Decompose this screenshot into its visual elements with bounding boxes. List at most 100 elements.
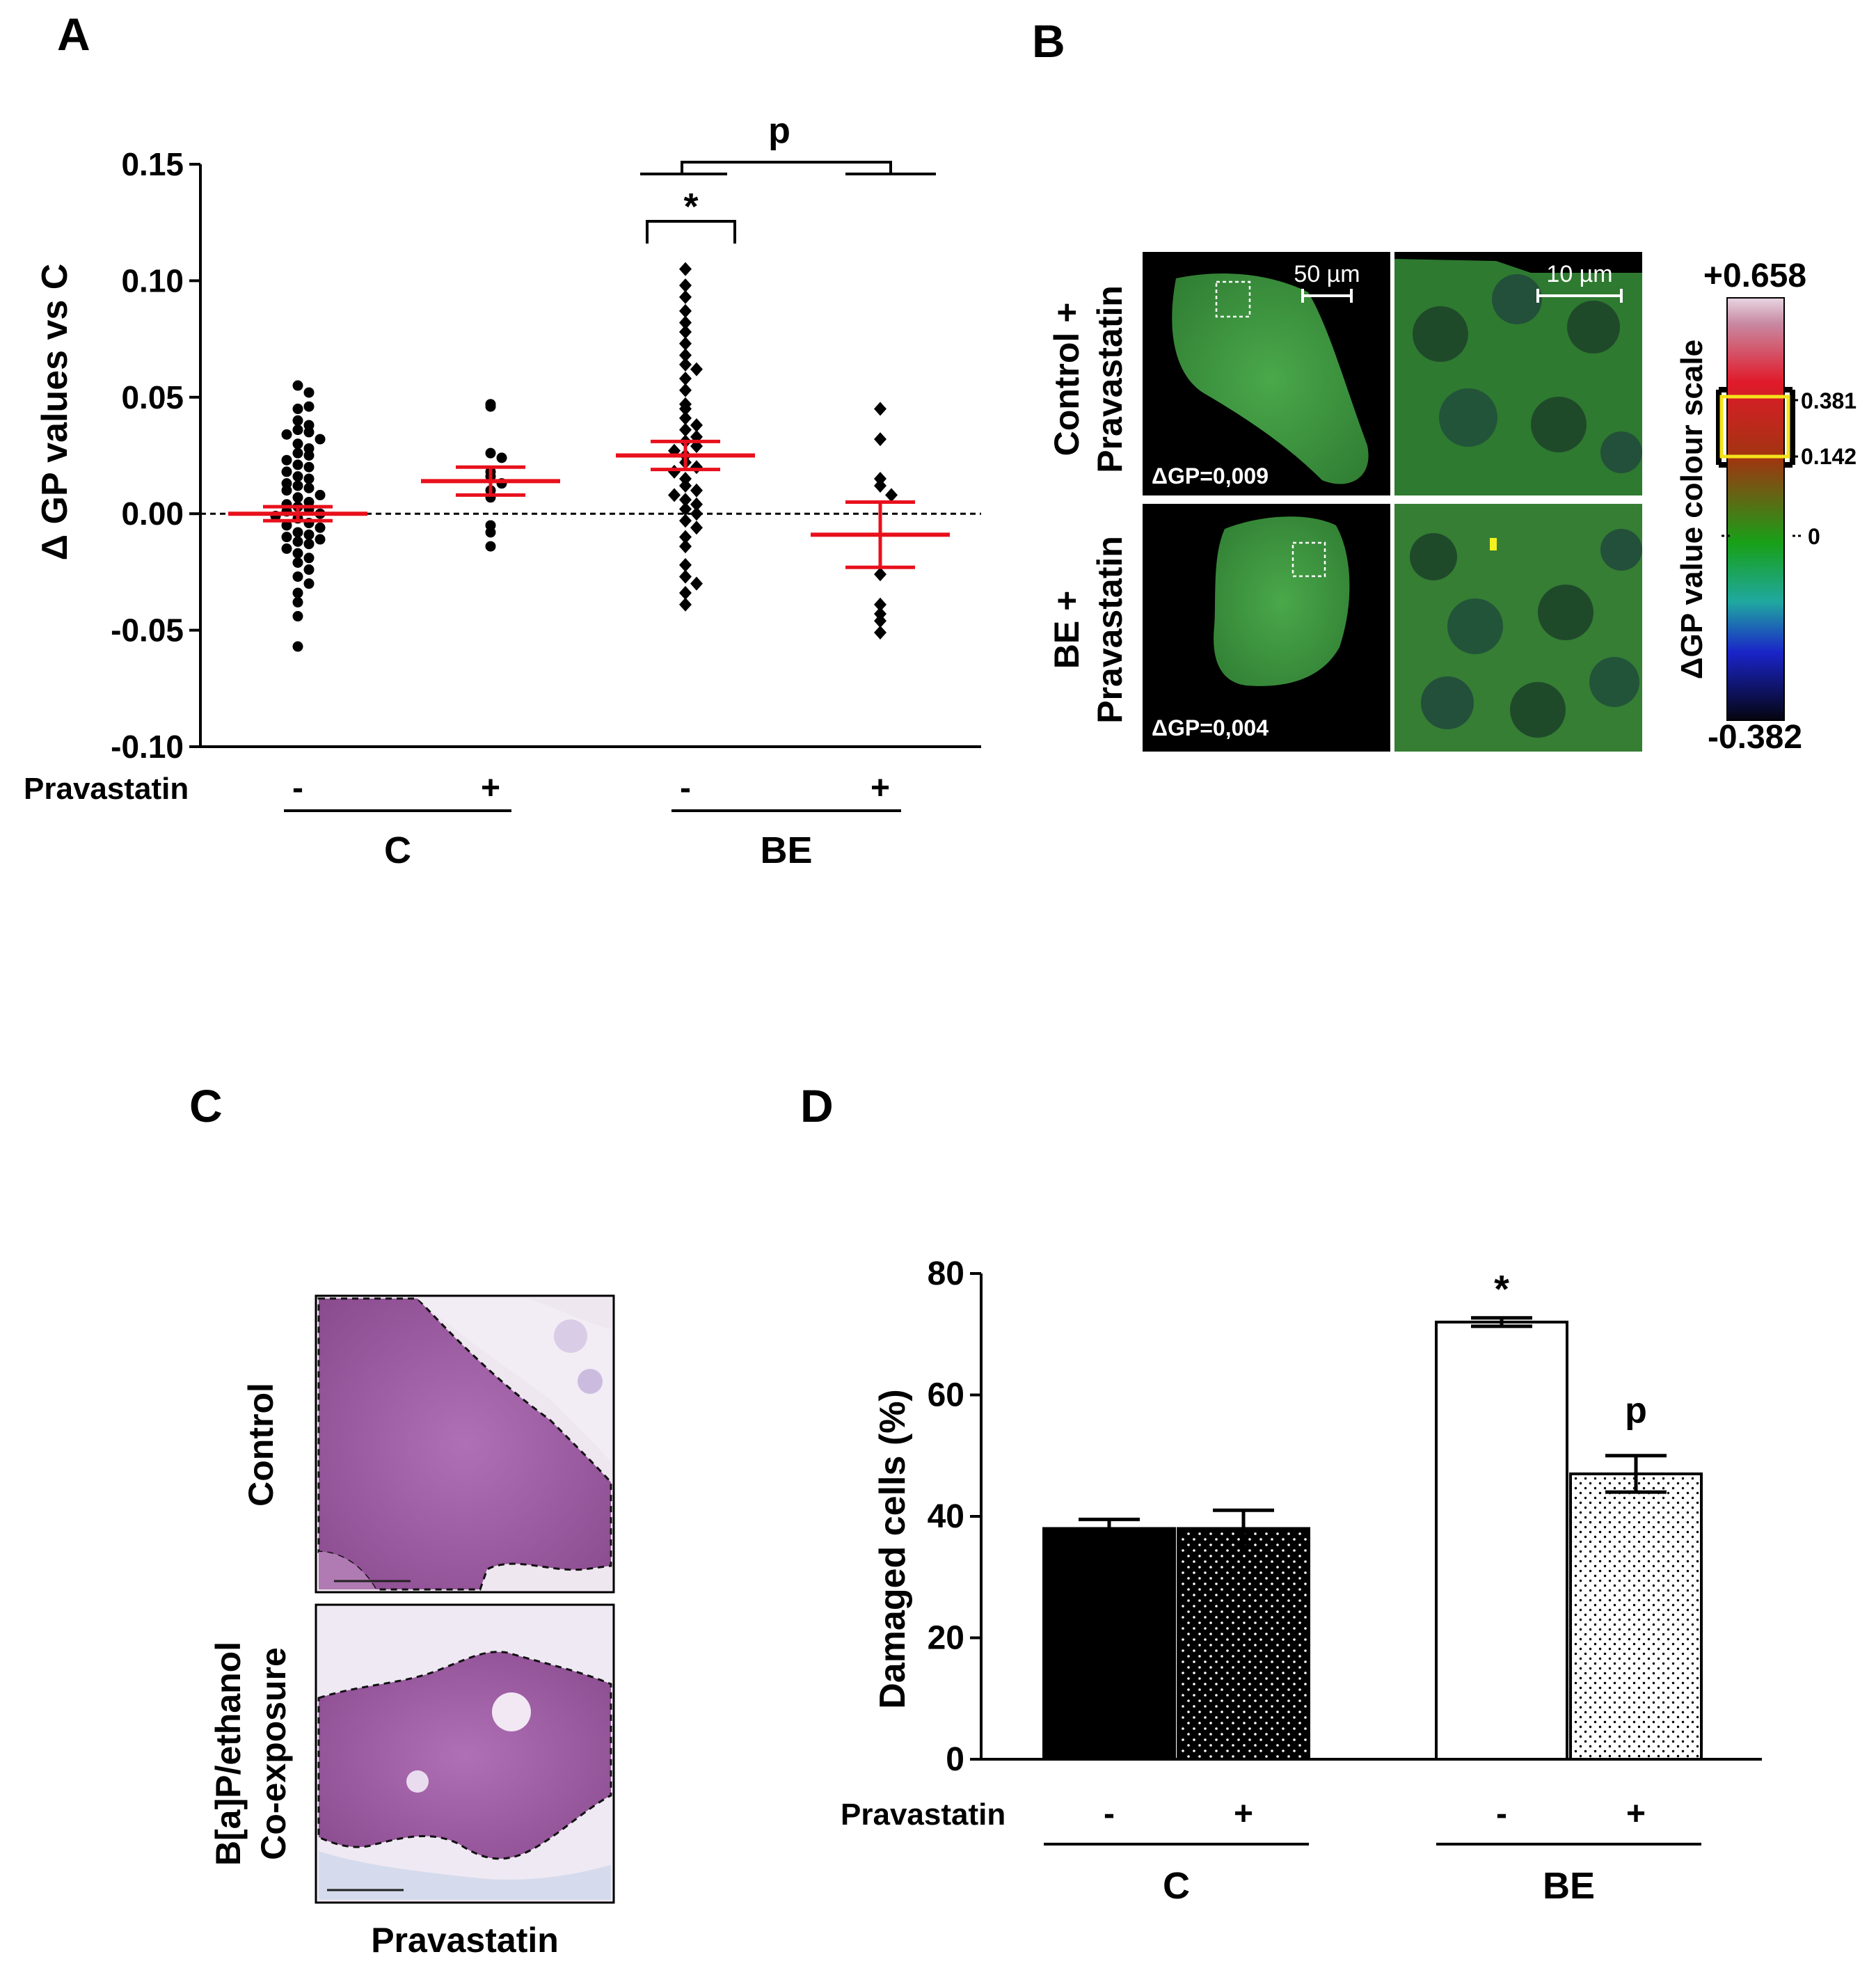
y-tick-label: 0.00 <box>121 495 184 532</box>
data-point <box>679 493 692 507</box>
panel-d-pravastatin-row-label: Pravastatin <box>841 1798 1005 1832</box>
y-tick-label: 0.15 <box>121 146 184 182</box>
data-point <box>485 401 496 412</box>
data-point <box>303 450 315 461</box>
panel-c-bottom-label: Pravastatin <box>371 1921 559 1960</box>
data-point <box>281 485 292 496</box>
data-point <box>679 372 692 386</box>
data-point <box>679 383 692 397</box>
bar <box>1435 1320 1568 1761</box>
y-tick-label: -0.05 <box>111 612 184 649</box>
data-point <box>679 479 692 493</box>
data-point <box>281 466 292 477</box>
scale-bar-50um: 50 µm <box>1294 261 1360 287</box>
data-point <box>292 596 303 608</box>
panel-a-p-bracket <box>640 161 936 175</box>
category-label: + <box>481 770 500 807</box>
data-point <box>281 532 292 543</box>
svg-text:Control +: Control + <box>1047 303 1086 457</box>
panel-b-row-label-be: BE + Pravastatin <box>1047 536 1129 724</box>
data-point <box>679 278 692 293</box>
data-point <box>690 576 703 591</box>
data-point <box>292 480 303 491</box>
data-point <box>303 578 315 589</box>
data-point <box>281 543 292 554</box>
data-point <box>292 380 303 391</box>
data-point <box>303 553 315 564</box>
data-point <box>292 424 303 436</box>
histology-control <box>315 1294 615 1594</box>
panel-a-data-points <box>270 262 898 652</box>
data-point <box>679 315 692 330</box>
data-point <box>292 557 303 569</box>
data-point <box>679 336 692 351</box>
data-point <box>874 607 887 621</box>
gp-colour-scale: +0.658 -0.382 0.381 0.142 0 ΔGP value co… <box>1675 257 1857 756</box>
data-point <box>679 569 692 584</box>
data-point <box>281 429 292 440</box>
data-point <box>874 625 887 640</box>
gp-scale-tick-0381: 0.381 <box>1801 388 1857 413</box>
y-tick-label: 0.05 <box>121 379 184 415</box>
y-tick-label: 80 <box>928 1255 964 1292</box>
category-label: - <box>1496 1795 1507 1832</box>
data-point <box>690 521 703 535</box>
group-label: BE <box>760 830 812 871</box>
data-point <box>292 611 303 622</box>
data-point <box>315 522 326 533</box>
data-point <box>690 483 703 498</box>
data-point <box>679 502 692 516</box>
data-point <box>679 411 692 425</box>
data-point <box>292 415 303 426</box>
y-tick-label: 0.10 <box>121 262 184 299</box>
data-point <box>315 534 326 545</box>
data-point <box>292 587 303 598</box>
group-label: C <box>384 830 411 871</box>
data-point <box>485 541 496 552</box>
data-point <box>679 262 692 276</box>
data-point <box>874 432 887 447</box>
data-point <box>874 471 887 486</box>
data-point <box>281 520 292 531</box>
panel-a-y-axis-title: Δ GP values vs C <box>35 264 75 561</box>
data-point <box>303 539 315 550</box>
data-point <box>679 357 692 372</box>
panel-a-group-labels: C BE <box>284 809 901 871</box>
panel-label-d: D <box>800 1080 834 1132</box>
panel-b-row-label-control: Control + Pravastatin <box>1047 285 1129 473</box>
data-point <box>668 488 681 502</box>
svg-text:BE +: BE + <box>1047 591 1086 669</box>
data-point <box>885 488 898 502</box>
data-point <box>690 507 703 521</box>
gp-scale-highlight-box <box>1719 395 1790 459</box>
data-point <box>679 471 692 486</box>
panel-a-star-bracket <box>646 220 736 244</box>
data-point <box>690 497 703 511</box>
data-point <box>292 571 303 582</box>
panel-a-mean-sem-bars <box>228 439 950 569</box>
data-point <box>292 492 303 503</box>
panel-label-b: B <box>1032 15 1065 67</box>
panel-a-p-annotation: p <box>768 111 790 151</box>
category-label: - <box>292 770 303 807</box>
data-point <box>679 586 692 601</box>
data-point <box>315 434 326 445</box>
data-point <box>485 527 496 538</box>
svg-text:Co-exposure: Co-exposure <box>254 1647 293 1860</box>
delta-gp-be: ΔGP=0,004 <box>1152 715 1269 740</box>
micrograph-control-overview: 50 µm ΔGP=0,009 <box>1143 252 1390 495</box>
category-label: + <box>1626 1795 1646 1832</box>
data-point <box>315 489 326 500</box>
data-point <box>303 387 315 398</box>
data-point <box>292 471 303 482</box>
histology-bap-ethanol <box>315 1603 615 1904</box>
panel-a-category-labels: - + - + <box>292 770 890 807</box>
data-point <box>690 460 703 475</box>
category-label: + <box>1234 1795 1253 1832</box>
data-point <box>874 479 887 493</box>
data-point <box>679 303 692 318</box>
y-tick-label: 40 <box>928 1498 964 1535</box>
scale-bar-10um: 10 µm <box>1546 261 1612 287</box>
